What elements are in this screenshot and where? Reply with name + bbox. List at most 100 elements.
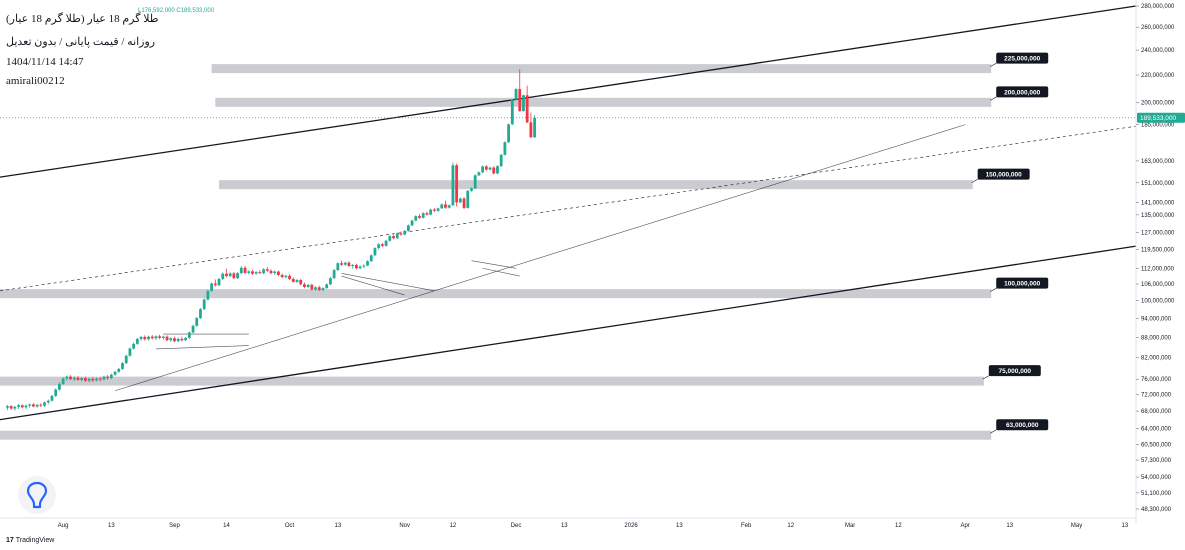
- bullish-candle: [28, 404, 32, 406]
- bearish-candle: [455, 165, 459, 203]
- bearish-candle: [173, 338, 176, 342]
- bearish-candle: [317, 287, 321, 291]
- trendline: [155, 345, 249, 350]
- bullish-candle: [499, 154, 503, 167]
- bullish-candle: [117, 368, 121, 372]
- candles-layer: [6, 69, 536, 411]
- chart-subtitle: روزانه / قیمت پایانی / بدون تعدیل: [6, 36, 156, 48]
- bullish-candle: [273, 271, 277, 274]
- bearish-candle: [225, 273, 228, 277]
- bullish-candle: [147, 336, 150, 340]
- bearish-candle: [399, 233, 403, 235]
- bullish-candle: [228, 273, 232, 277]
- bullish-candle: [191, 325, 195, 333]
- bullish-candle: [210, 283, 214, 291]
- bullish-candle: [132, 343, 136, 349]
- support-resistance-zone: [211, 64, 992, 74]
- bullish-candle: [403, 230, 407, 235]
- support-resistance-zone: [0, 376, 984, 386]
- bullish-candle: [239, 267, 243, 274]
- price-tick-label: 54,000,000: [1141, 475, 1172, 481]
- price-tick-label: 112,000,000: [1141, 266, 1175, 272]
- bearish-candle: [303, 284, 306, 288]
- last-price-badge: [1137, 112, 1185, 123]
- bullish-candle: [87, 378, 91, 381]
- trendline: [0, 5, 1137, 178]
- bullish-candle: [470, 188, 473, 191]
- bullish-candle: [57, 383, 61, 390]
- watermark-logo[interactable]: [18, 476, 56, 514]
- tradingview-logo-icon: 17: [6, 537, 14, 544]
- zone-price-label: 200,000,000: [1004, 89, 1041, 96]
- bullish-candle: [373, 248, 377, 256]
- bullish-candle: [65, 376, 69, 379]
- time-tick-label: Oct: [285, 523, 295, 529]
- price-tick-label: 64,000,000: [1141, 426, 1172, 432]
- time-tick-label: 13: [334, 523, 341, 529]
- bullish-candle: [128, 348, 132, 356]
- bearish-candle: [444, 204, 447, 208]
- zone-labels-layer: 225,000,000 200,000,000 150,000,000 100,000…: [971, 52, 1049, 434]
- zone-price-label: 75,000,000: [999, 368, 1032, 375]
- trendline: [0, 245, 1137, 421]
- price-tick-label: 280,000,000: [1141, 4, 1175, 10]
- bullish-candle: [306, 284, 310, 288]
- chart-datetime: 1404/11/14 14:47: [6, 56, 84, 68]
- bullish-candle: [329, 278, 332, 285]
- bearish-candle: [425, 213, 429, 215]
- price-tick-label: 88,000,000: [1141, 335, 1172, 341]
- bullish-candle: [80, 378, 84, 380]
- bearish-candle: [251, 271, 254, 274]
- bearish-candle: [232, 273, 236, 279]
- price-tick-label: 72,000,000: [1141, 393, 1172, 399]
- price-tick-label: 260,000,000: [1141, 25, 1175, 31]
- support-resistance-zone: [0, 430, 992, 440]
- bullish-candle: [388, 236, 392, 241]
- bullish-candle: [473, 175, 477, 189]
- time-tick-label: Nov: [399, 523, 410, 529]
- trendline: [0, 125, 1137, 292]
- price-tick-label: 94,000,000: [1141, 316, 1172, 322]
- time-tick-label: 12: [450, 523, 457, 529]
- bullish-candle: [458, 198, 462, 203]
- zone-callout-box: [988, 365, 1041, 377]
- bullish-candle: [533, 117, 536, 138]
- time-tick-label: 2026: [624, 523, 638, 529]
- bearish-candle: [291, 278, 295, 282]
- bullish-candle: [332, 270, 336, 279]
- bullish-candle: [124, 355, 128, 364]
- bearish-candle: [243, 267, 247, 273]
- price-tick-label: 240,000,000: [1141, 48, 1175, 54]
- zone-price-label: 63,000,000: [1006, 422, 1039, 429]
- bullish-candle: [199, 309, 202, 319]
- time-tick-label: 12: [787, 523, 794, 529]
- bullish-candle: [161, 336, 165, 338]
- zone-callout-box: [996, 419, 1049, 431]
- price-tick-label: 163,000,000: [1141, 159, 1175, 165]
- bullish-candle: [247, 271, 251, 273]
- price-tick-label: 220,000,000: [1141, 73, 1175, 79]
- time-tick-label: Apr: [961, 523, 970, 529]
- price-tick-label: 141,000,000: [1141, 200, 1175, 206]
- bearish-candle: [76, 377, 80, 380]
- bullish-candle: [50, 395, 54, 401]
- time-tick-label: 14: [223, 523, 230, 529]
- bearish-candle: [20, 405, 24, 408]
- price-tick-label: 119,500,000: [1141, 248, 1175, 254]
- price-tick-label: 135,000,000: [1141, 213, 1175, 219]
- time-tick-label: 13: [108, 523, 115, 529]
- bullish-candle: [507, 124, 511, 143]
- bullish-candle: [72, 377, 76, 380]
- bullish-candle: [13, 406, 17, 409]
- bearish-candle: [277, 271, 280, 275]
- bullish-candle: [17, 405, 20, 407]
- bearish-candle: [347, 262, 351, 266]
- support-resistance-zone: [0, 289, 992, 299]
- bearish-candle: [258, 272, 262, 274]
- chart-author: amirali00212: [6, 75, 65, 87]
- time-tick-label: Aug: [58, 523, 69, 529]
- price-tick-label: 200,000,000: [1141, 100, 1175, 106]
- tradingview-brand[interactable]: 17 TradingView: [6, 537, 54, 544]
- bullish-candle: [54, 389, 58, 396]
